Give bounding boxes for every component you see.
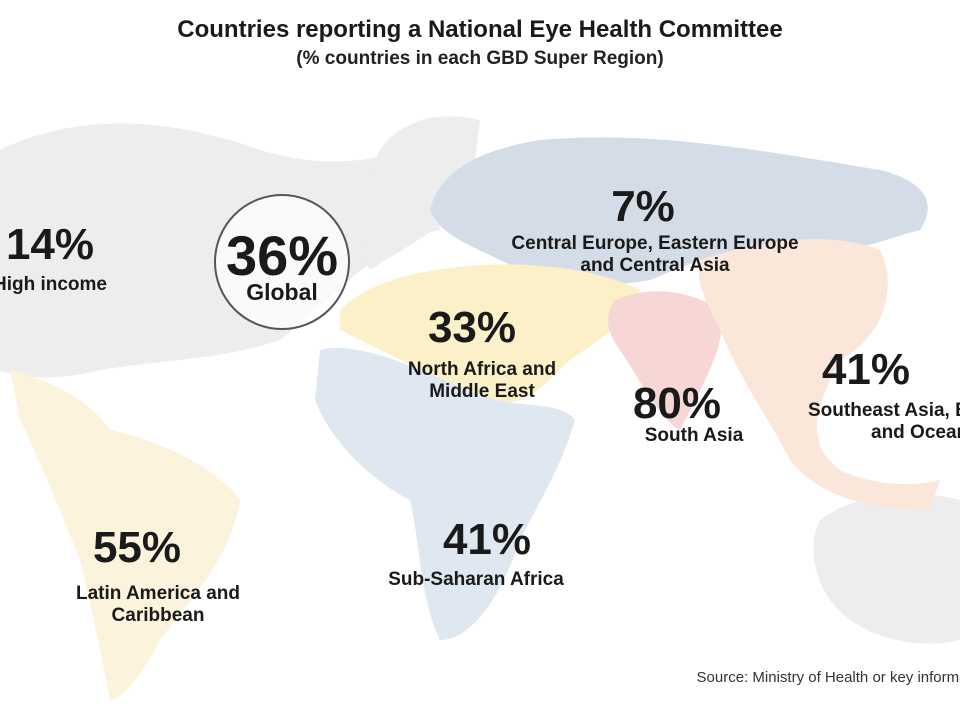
region-name: Latin America and — [75, 583, 241, 604]
region-name: Caribbean — [111, 605, 205, 626]
global-name: Global — [246, 279, 318, 305]
region-sub-saharan-africa — [315, 348, 575, 640]
region-southeast-asia — [698, 239, 940, 510]
region-north-africa — [340, 264, 640, 403]
region-high-income-europe — [359, 116, 480, 270]
region-south-asia — [608, 291, 722, 430]
global-percent: 36% — [225, 224, 339, 287]
region-name: Central Europe, Eastern Europe — [511, 233, 799, 254]
region-percent: 33% — [427, 303, 517, 352]
global-circle — [214, 194, 350, 330]
region-high-income-australia — [813, 494, 960, 644]
source-note: Source: Ministry of Health or key inform… — [696, 669, 960, 686]
region-name: Sub-Saharan Africa — [388, 569, 564, 590]
region-name: and Central Asia — [580, 255, 730, 276]
region-percent: 41% — [442, 515, 532, 564]
title: Countries reporting a National Eye Healt… — [177, 16, 783, 43]
region-percent: 80% — [632, 379, 722, 428]
region-name: Southeast Asia, East Asia — [808, 400, 960, 421]
region-name: High income — [0, 274, 108, 295]
region-percent: 14% — [5, 220, 95, 269]
region-percent: 7% — [611, 182, 675, 231]
region-name: and Oceania — [871, 422, 960, 443]
region-percent: 41% — [821, 345, 911, 394]
region-name: South Asia — [644, 425, 744, 446]
region-percent: 55% — [92, 523, 182, 572]
subtitle: (% countries in each GBD Super Region) — [296, 48, 664, 69]
region-name: North Africa and — [407, 359, 557, 380]
region-latin-america — [10, 370, 240, 700]
region-name: Middle East — [429, 381, 535, 402]
